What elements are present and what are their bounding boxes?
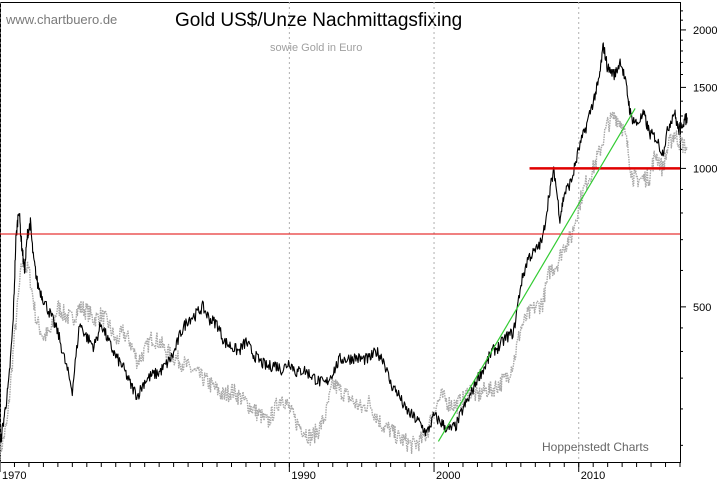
chart-subtitle: sowie Gold in Euro	[270, 42, 363, 54]
y-tick-label: 1500	[693, 82, 717, 94]
watermark-text: www.chartbuero.de	[6, 12, 118, 27]
series-line-eur	[0, 111, 688, 463]
trend-line	[437, 108, 636, 442]
y-tick-label: 1000	[693, 163, 717, 175]
x-tick-label: 2000	[436, 470, 460, 482]
plot-frame	[0, 2, 681, 463]
series-line-usd	[0, 42, 688, 443]
y-tick-label: 2000	[693, 25, 717, 37]
x-tick-label: 2010	[581, 470, 605, 482]
chart-credit: Hoppenstedt Charts	[542, 440, 649, 454]
x-tick-label: 1970	[2, 470, 26, 482]
chart-title: Gold US$/Unze Nachmittagsfixing	[175, 10, 463, 31]
x-tick-label: 1990	[291, 470, 315, 482]
y-tick-label: 500	[693, 302, 711, 314]
